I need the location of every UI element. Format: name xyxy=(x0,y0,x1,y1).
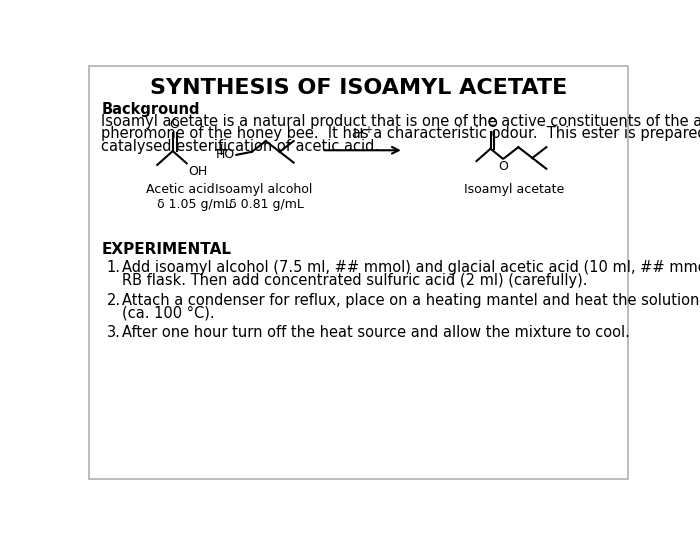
Text: +: + xyxy=(214,141,228,159)
Text: EXPERIMENTAL: EXPERIMENTAL xyxy=(102,242,232,257)
Text: δ 0.81 g/mL: δ 0.81 g/mL xyxy=(228,198,303,211)
Text: Isoamyl acetate is a natural product that is one of the active constituents of t: Isoamyl acetate is a natural product tha… xyxy=(102,114,700,129)
Text: After one hour turn off the heat source and allow the mixture to cool.: After one hour turn off the heat source … xyxy=(122,325,630,340)
Text: Background: Background xyxy=(102,102,200,117)
Text: H$^+$: H$^+$ xyxy=(352,125,373,143)
Text: SYNTHESIS OF ISOAMYL ACETATE: SYNTHESIS OF ISOAMYL ACETATE xyxy=(150,78,568,98)
Text: δ 1.05 g/mL: δ 1.05 g/mL xyxy=(158,198,232,211)
Text: 2.: 2. xyxy=(107,293,121,308)
Text: catalysed esterification of acetic acid.: catalysed esterification of acetic acid. xyxy=(102,139,379,154)
Text: (ca. 100 °C).: (ca. 100 °C). xyxy=(122,305,215,320)
Text: HO: HO xyxy=(216,148,234,161)
Text: pheromone of the honey bee.  It has a characteristic odour.  This ester is prepa: pheromone of the honey bee. It has a cha… xyxy=(102,126,700,141)
Text: O: O xyxy=(169,118,179,131)
Text: RB flask. Then add concentrated sulfuric acid (2 ml) (carefully).: RB flask. Then add concentrated sulfuric… xyxy=(122,273,588,288)
Text: 1.: 1. xyxy=(107,260,121,275)
Text: Acetic acid: Acetic acid xyxy=(146,183,215,195)
Text: OH: OH xyxy=(188,165,207,178)
Text: O: O xyxy=(498,160,508,173)
Text: Isoamyl acetate: Isoamyl acetate xyxy=(463,183,564,195)
Text: Add isoamyl alcohol (7.5 ml, ## mmol) and glacial acetic acid (10 ml, ## mmol) t: Add isoamyl alcohol (7.5 ml, ## mmol) an… xyxy=(122,260,700,275)
FancyBboxPatch shape xyxy=(89,66,629,479)
Text: 3.: 3. xyxy=(107,325,120,340)
Text: Attach a condenser for reflux, place on a heating mantel and heat the solution t: Attach a condenser for reflux, place on … xyxy=(122,293,700,308)
Text: Isoamyl alcohol: Isoamyl alcohol xyxy=(215,183,312,195)
Text: O: O xyxy=(487,117,497,130)
